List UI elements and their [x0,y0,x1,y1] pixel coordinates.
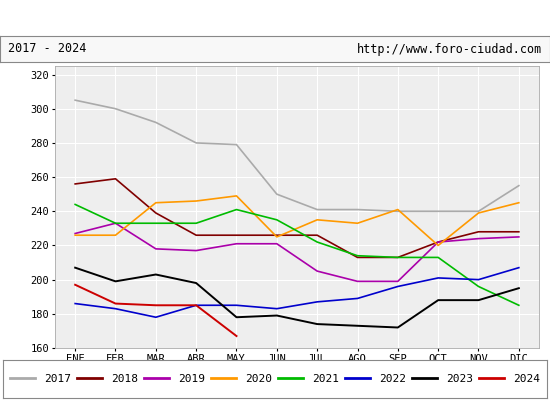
Legend: 2017, 2018, 2019, 2020, 2021, 2022, 2023, 2024: 2017, 2018, 2019, 2020, 2021, 2022, 2023… [6,370,544,388]
Text: http://www.foro-ciudad.com: http://www.foro-ciudad.com [356,42,542,56]
Text: 2017 - 2024: 2017 - 2024 [8,42,87,56]
Text: Evolucion del paro registrado en Navalcán: Evolucion del paro registrado en Navalcá… [96,10,454,26]
